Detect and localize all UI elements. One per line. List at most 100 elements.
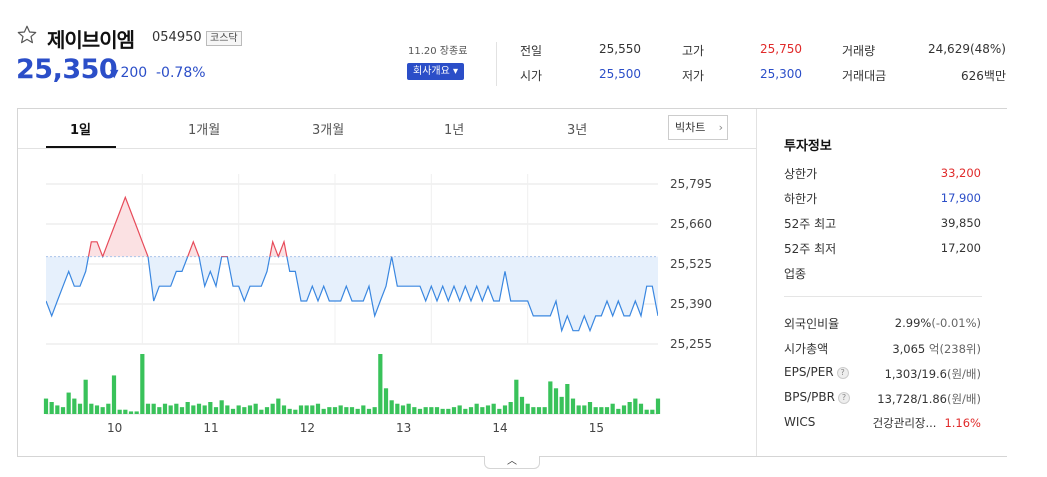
volume-bar [599,407,604,414]
volume-bar [259,409,264,414]
volume-bar [140,354,145,414]
volume-bar [264,407,270,414]
volume-bar [621,405,627,414]
volume-bar [338,405,343,414]
volume-bar [531,407,536,414]
info-label-lower-limit: 하한가 [784,192,818,206]
help-icon[interactable]: ? [837,391,850,404]
volume-bar [582,405,587,414]
volume-bar [440,408,445,414]
volume-bar [548,381,553,414]
volume-bar [519,396,525,414]
x-tick-label: 14 [492,421,507,435]
volume-bar [485,405,491,414]
volume-bar [525,403,530,414]
volume-bar [179,407,185,414]
info-label-bps-pbr: BPS/PBR? [784,390,850,404]
active-tab-indicator [46,146,116,148]
eps-per-label: EPS/PER [784,365,834,379]
info-value-upper-limit: 33,200 [940,166,981,180]
tab-3month[interactable]: 3개월 [312,123,345,138]
volume-bar [372,407,377,414]
summary-label-prev-close: 전일 [520,44,543,58]
wics-change: 1.16% [944,416,981,430]
volume-bar [89,403,94,414]
volume-bar [100,407,105,414]
volume-bar [196,403,202,414]
tab-3year[interactable]: 3년 [567,123,588,138]
volume-bar [400,405,406,414]
volume-bar [650,409,655,414]
volume-bar [43,398,49,414]
volume-bar [423,407,428,414]
volume-bar [151,403,156,414]
market-cap-value: 3,065 [892,342,926,356]
volume-bar [502,405,508,414]
header-divider [496,42,497,86]
bigchart-button[interactable]: 빅차트 › [668,115,728,140]
info-label-52w-high: 52주 최고 [784,217,837,231]
summary-label-volume: 거래량 [842,44,876,58]
volume-bar [361,405,366,414]
info-value-52w-high: 39,850 [940,216,981,230]
volume-bar [219,400,224,414]
volume-bar [66,392,71,414]
wics-sector[interactable]: 건강관리장... [872,416,937,430]
info-value-bps-pbr: 13,728/1.86(원/배) [877,391,981,407]
volume-bar [474,403,479,414]
x-tick-label: 15 [589,421,604,435]
summary-value-trade-value: 626백만 [961,69,1006,83]
price-change-percent: -0.78% [156,65,206,81]
volume-bar [655,398,661,414]
volume-bar [587,402,593,414]
volume-bar [72,398,77,414]
bps-pbr-value: 13,728/1.86 [877,392,947,406]
tab-1day[interactable]: 1일 [70,123,92,138]
volume-bar [293,409,298,414]
info-value-eps-per: 1,303/19.6(원/배) [885,366,981,382]
info-value-lower-limit: 17,900 [940,191,981,205]
volume-bar [633,398,638,414]
investment-info-panel: 투자정보 상한가 33,200 하한가 17,900 52주 최고 39,850… [756,109,1007,456]
volume-bar [77,403,83,414]
volume-bar [378,354,383,414]
volume-bar [412,407,417,414]
info-value-52w-low: 17,200 [940,241,981,255]
summary-label-low: 저가 [682,69,705,83]
info-label-upper-limit: 상한가 [784,167,818,181]
company-overview-button[interactable]: 회사개요 ▾ [407,63,464,80]
info-value-wics: 건강관리장... 1.16% [873,415,981,431]
volume-bar [366,408,372,414]
volume-bar [287,408,292,414]
help-icon[interactable]: ? [836,366,849,379]
volume-bar [463,408,468,414]
volume-bar [304,405,309,414]
x-tick-label: 13 [396,421,411,435]
volume-bar [491,403,496,414]
y-tick-label: 25,525 [670,257,712,271]
tab-1year[interactable]: 1년 [444,123,465,138]
volume-bar [604,407,610,414]
volume-bar [417,408,423,414]
volume-bar [451,407,457,414]
volume-bar [276,398,281,414]
intraday-chart: 25,795 25,660 25,525 25,390 25,255 10 11 12 13 14… [43,174,712,435]
volume-bar [457,405,462,414]
collapse-toggle-button[interactable]: ︿ [484,456,540,469]
price-change-value: 200 [120,65,148,81]
y-tick-label: 25,660 [670,217,712,231]
volume-bar [111,375,117,414]
summary-label-high: 고가 [682,44,705,58]
volume-bar [281,405,287,414]
favorite-star-icon[interactable] [16,24,38,46]
info-value-market-cap: 3,065 억(238위) [892,341,981,357]
period-tabs: 1일 1개월 3개월 1년 3년 빅차트 › [18,109,758,149]
volume-bar [536,407,542,414]
panel-divider [784,296,982,297]
volume-bar [106,403,111,414]
foreign-ratio-value: 2.99% [894,316,932,330]
volume-bar [395,403,400,414]
volume-bar [208,402,213,414]
tab-1month[interactable]: 1개월 [188,123,221,138]
volume-bar [349,407,355,414]
